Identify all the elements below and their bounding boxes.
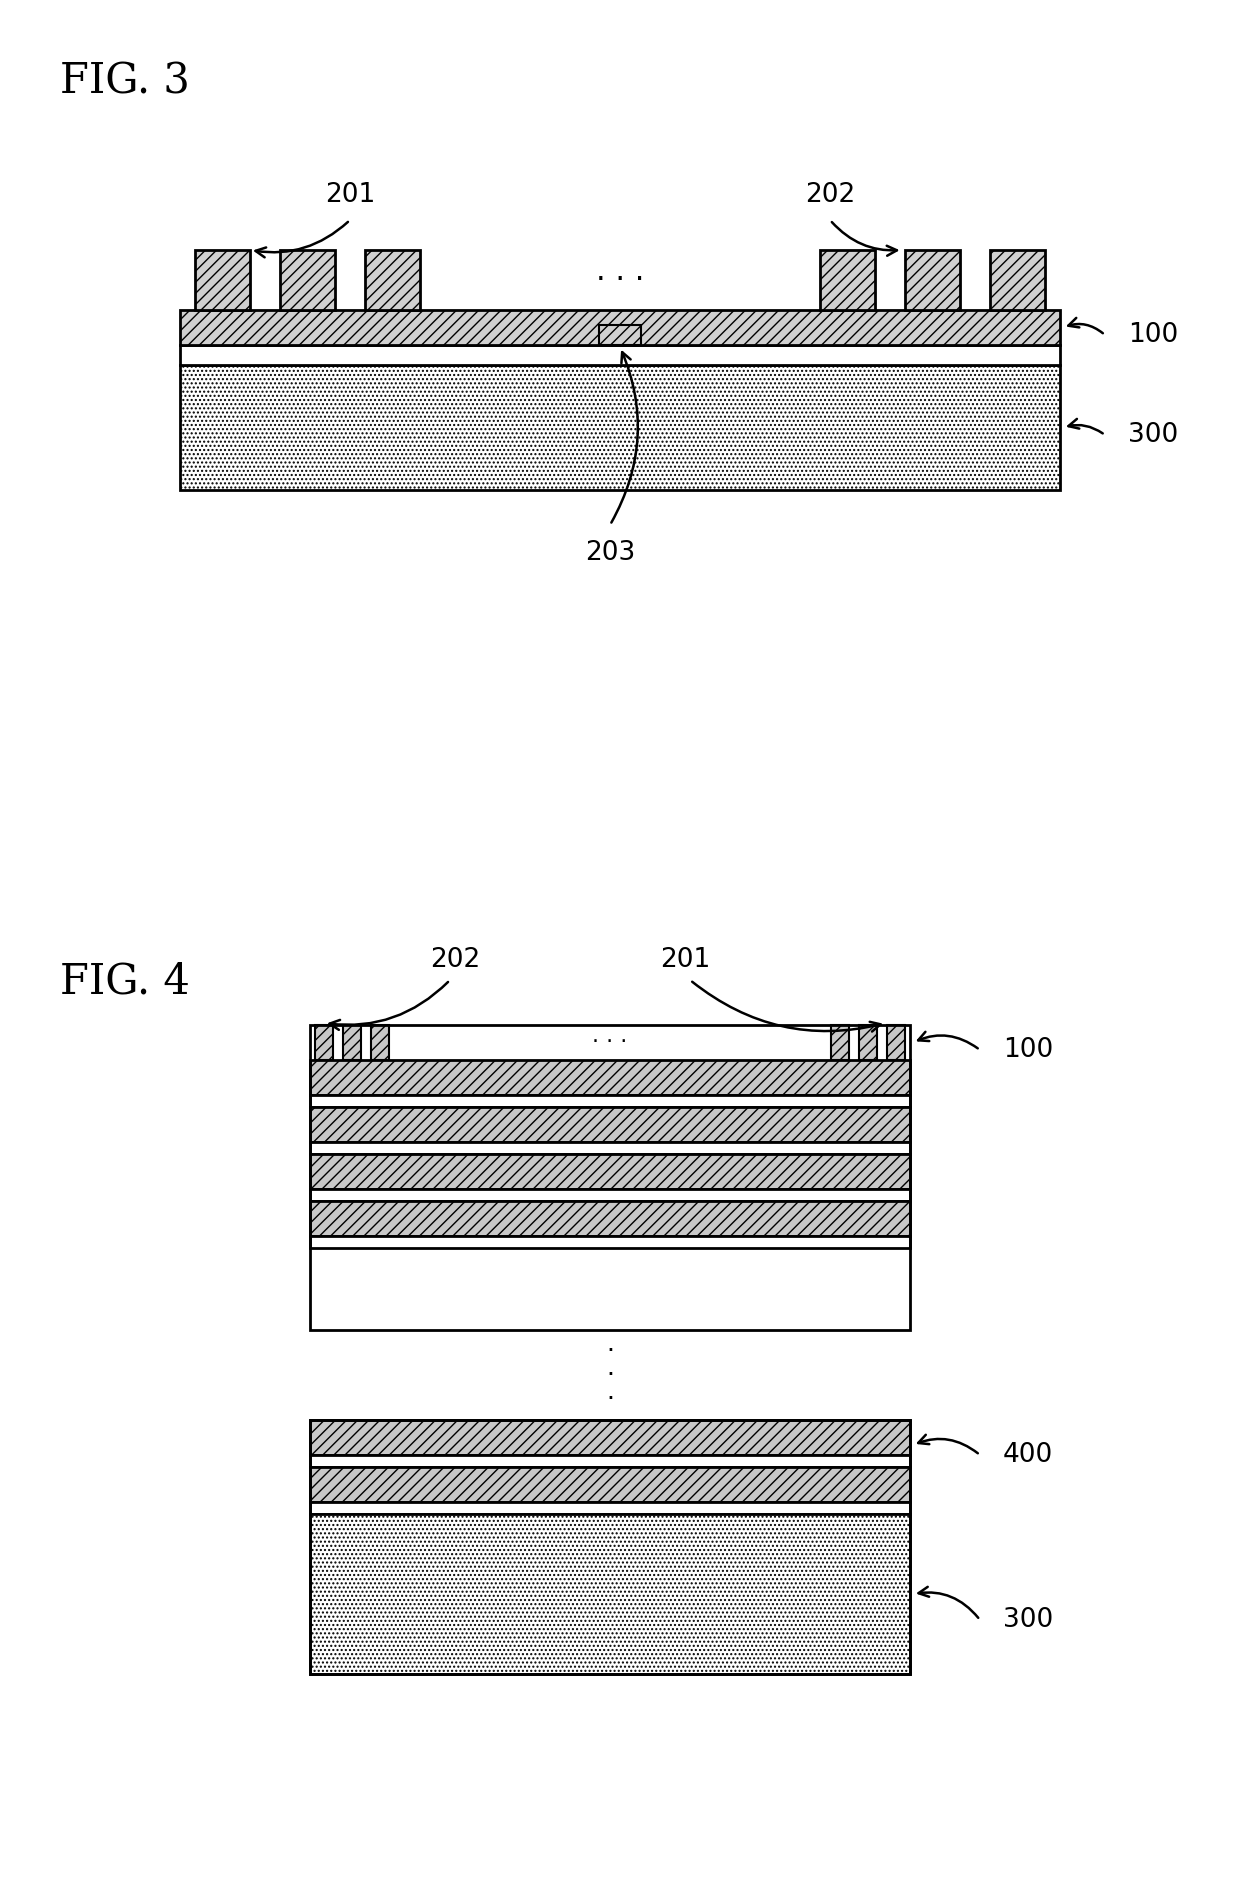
Bar xyxy=(310,1095,910,1107)
Text: FIG. 3: FIG. 3 xyxy=(60,60,190,101)
Bar xyxy=(310,1201,910,1236)
Bar xyxy=(599,325,641,346)
Text: 100: 100 xyxy=(1003,1037,1053,1064)
Bar xyxy=(310,1514,910,1674)
Bar xyxy=(310,1026,910,1330)
Text: ·
·
·: · · · xyxy=(606,1340,614,1411)
Bar xyxy=(820,250,875,310)
Text: 202: 202 xyxy=(805,182,856,209)
Bar xyxy=(180,310,1060,346)
Bar xyxy=(365,250,420,310)
Bar xyxy=(990,250,1045,310)
Bar xyxy=(310,1421,910,1674)
Bar xyxy=(831,1026,849,1060)
Text: 203: 203 xyxy=(585,539,635,566)
Bar xyxy=(371,1026,389,1060)
Bar xyxy=(310,1154,910,1189)
Text: 300: 300 xyxy=(1003,1607,1053,1633)
Bar xyxy=(315,1026,334,1060)
Bar xyxy=(310,1467,910,1501)
Text: 201: 201 xyxy=(325,182,376,209)
Bar xyxy=(310,1142,910,1154)
Bar xyxy=(195,250,250,310)
Bar xyxy=(859,1026,877,1060)
Bar xyxy=(180,365,1060,490)
Bar xyxy=(310,1060,910,1095)
Text: · · ·: · · · xyxy=(595,265,645,295)
Text: 300: 300 xyxy=(1128,423,1178,447)
Bar xyxy=(310,1107,910,1142)
Text: 400: 400 xyxy=(1003,1441,1053,1467)
Bar xyxy=(887,1026,905,1060)
Text: 202: 202 xyxy=(430,947,480,973)
Text: 100: 100 xyxy=(1128,321,1178,348)
Bar xyxy=(310,1421,910,1454)
Bar xyxy=(310,1189,910,1201)
Bar xyxy=(310,1501,910,1514)
Bar xyxy=(180,346,1060,365)
Text: 201: 201 xyxy=(660,947,711,973)
Bar xyxy=(905,250,960,310)
Bar xyxy=(310,1236,910,1248)
Text: FIG. 4: FIG. 4 xyxy=(60,960,190,1002)
Bar xyxy=(310,1454,910,1467)
Bar xyxy=(280,250,335,310)
Text: · · ·: · · · xyxy=(593,1032,627,1052)
Bar xyxy=(343,1026,361,1060)
